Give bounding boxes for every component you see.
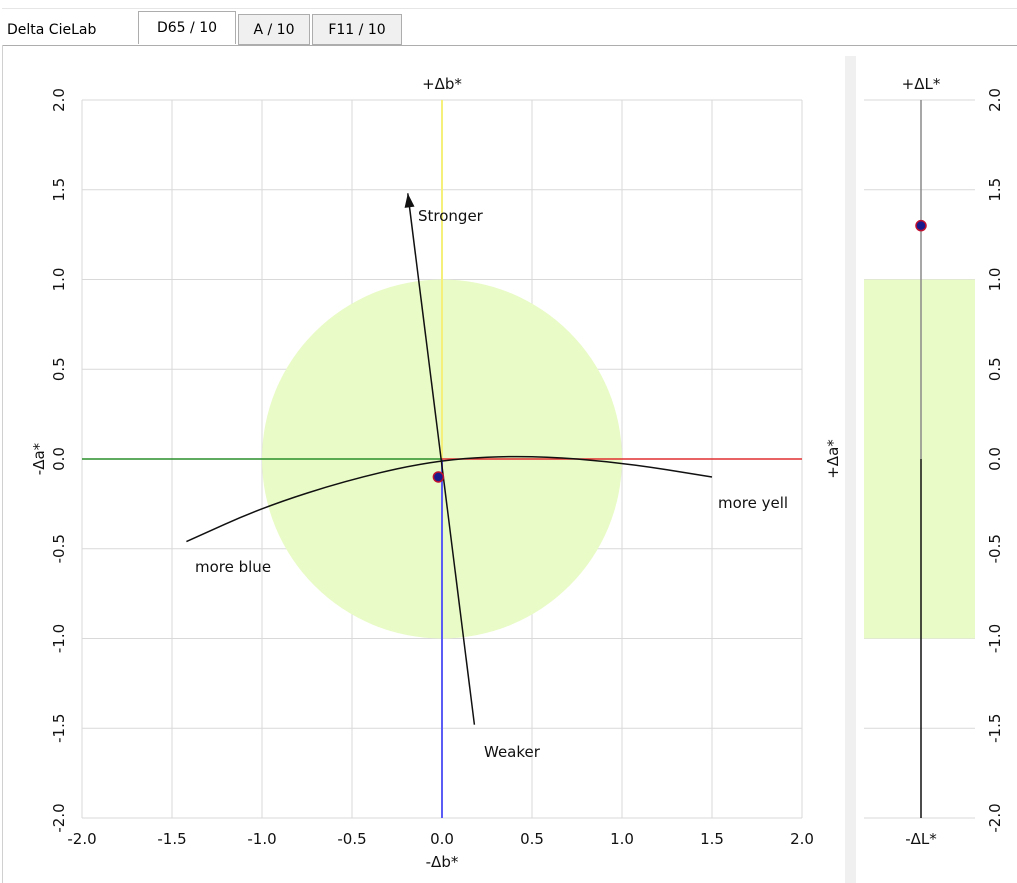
tab-group-title: Delta CieLab — [7, 22, 97, 38]
lightness-tick-label-4: 0.0 — [986, 447, 1004, 471]
sample-point-l-0 — [915, 219, 927, 232]
tab-d65-10[interactable]: D65 / 10 — [138, 11, 236, 44]
y-tick-label-2: -1.0 — [50, 624, 68, 653]
lightness-tick-label-1: -1.5 — [986, 714, 1004, 743]
hue-arc — [186, 455, 713, 543]
lightness-tick-label-5: 0.5 — [986, 357, 1004, 381]
label-more-blue: more blue — [195, 558, 271, 576]
y-tick-label-8: 2.0 — [50, 88, 68, 112]
x-tick-label-8: 2.0 — [790, 830, 814, 848]
tab-f11-10[interactable]: F11 / 10 — [312, 14, 402, 45]
lightness-tick-label-3: -0.5 — [986, 534, 1004, 563]
y-tick-label-6: 1.0 — [50, 268, 68, 292]
sample-point-ab-0 — [432, 471, 445, 483]
lightness-tick-label-2: -1.0 — [986, 624, 1004, 653]
label-minus-delta-a: -Δa* — [30, 442, 48, 475]
y-tick-label-7: 1.5 — [50, 178, 68, 202]
x-tick-label-1: -1.5 — [157, 830, 186, 848]
label-plus-delta-a: +Δa* — [824, 439, 842, 479]
tab-panel-left-border — [2, 45, 3, 883]
tab-a-10[interactable]: A / 10 — [238, 14, 310, 45]
label-weaker: Weaker — [484, 743, 541, 761]
lightness-tolerance-band — [864, 279, 975, 639]
label-more-yellow: more yell — [718, 494, 788, 512]
lightness-tick-label-8: 2.0 — [986, 88, 1004, 112]
tab-bar-top-divider — [2, 8, 1017, 9]
y-tick-label-5: 0.5 — [50, 357, 68, 381]
y-tick-label-1: -1.5 — [50, 714, 68, 743]
tab-panel-top-border — [2, 45, 1017, 46]
label-plus-delta-l: +ΔL* — [902, 75, 941, 93]
tab-bar: Delta CieLab D65 / 10 A / 10 F11 / 10 — [0, 0, 1017, 52]
label-minus-delta-b: -Δb* — [426, 853, 459, 871]
x-tick-label-6: 1.0 — [610, 830, 634, 848]
lightness-tick-label-6: 1.0 — [986, 268, 1004, 292]
lightness-tick-label-7: 1.5 — [986, 178, 1004, 202]
panel-separator — [845, 56, 856, 883]
y-tick-label-0: -2.0 — [50, 803, 68, 832]
chroma-arrow-head — [404, 193, 415, 208]
x-tick-label-2: -1.0 — [247, 830, 276, 848]
x-tick-label-7: 1.5 — [700, 830, 724, 848]
label-minus-delta-l: -ΔL* — [905, 830, 937, 848]
x-tick-label-3: -0.5 — [337, 830, 366, 848]
x-tick-label-5: 0.5 — [520, 830, 544, 848]
x-tick-label-0: -2.0 — [67, 830, 96, 848]
y-tick-label-3: -0.5 — [50, 534, 68, 563]
y-tick-label-4: 0.0 — [50, 447, 68, 471]
chroma-arrow-line — [407, 193, 476, 725]
label-stronger: Stronger — [418, 207, 484, 225]
label-plus-delta-b: +Δb* — [422, 75, 462, 93]
x-tick-label-4: 0.0 — [430, 830, 454, 848]
lightness-tick-label-0: -2.0 — [986, 803, 1004, 832]
